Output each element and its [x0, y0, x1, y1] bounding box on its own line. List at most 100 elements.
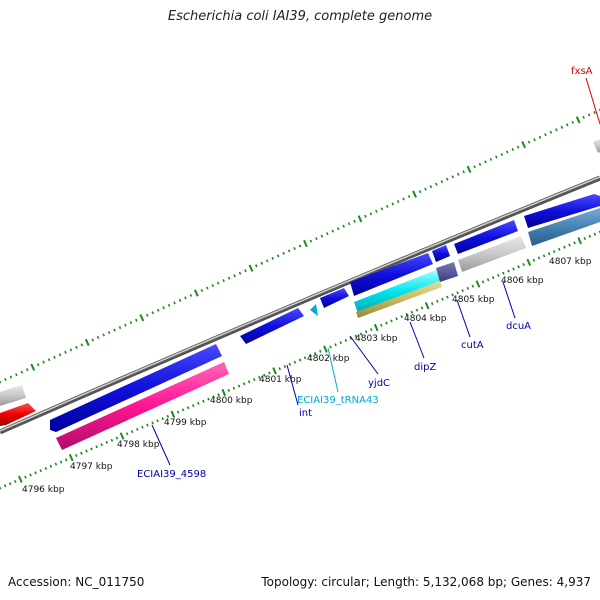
- accession-label: Accession: NC_011750: [8, 575, 145, 589]
- minor-tick: [329, 345, 332, 349]
- minor-tick: [29, 473, 32, 477]
- gene-label-eciai39-4598[interactable]: ECIAI39_4598: [137, 469, 206, 480]
- major-tick: [357, 215, 363, 223]
- minor-tick: [445, 177, 449, 181]
- minor-tick: [156, 419, 159, 423]
- minor-tick: [309, 239, 313, 243]
- gene-blue-cuta: [454, 220, 518, 254]
- minor-tick: [364, 214, 367, 218]
- minor-tick: [95, 445, 98, 449]
- scale-label: 4807 kbp: [549, 257, 592, 267]
- minor-tick: [573, 241, 576, 245]
- minor-tick: [197, 401, 200, 405]
- minor-tick: [53, 355, 56, 359]
- minor-tick: [527, 140, 531, 144]
- gene-blue-int: [240, 308, 304, 344]
- minor-tick: [75, 345, 78, 349]
- gene-trna-marker: [310, 304, 318, 316]
- gene-label-cuta[interactable]: cutA: [461, 340, 484, 351]
- minor-tick: [522, 262, 525, 267]
- minor-tick: [42, 360, 45, 364]
- minor-tick: [336, 227, 340, 231]
- minor-tick: [191, 404, 195, 408]
- minor-tick: [151, 421, 154, 425]
- minor-tick: [80, 451, 83, 455]
- minor-tick: [436, 299, 439, 303]
- major-tick: [526, 258, 532, 267]
- minor-tick: [212, 395, 215, 399]
- minor-tick: [505, 150, 509, 154]
- minor-tick: [544, 133, 547, 137]
- minor-tick: [135, 318, 138, 322]
- scale-label: 4798 kbp: [117, 440, 160, 450]
- minor-tick: [347, 222, 351, 226]
- minor-tick: [39, 469, 42, 473]
- minor-tick: [75, 453, 78, 458]
- minor-tick: [502, 271, 505, 275]
- minor-tick: [339, 341, 342, 345]
- minor-tick: [402, 197, 405, 201]
- minor-tick: [293, 246, 296, 251]
- gene-label-dipz[interactable]: dipZ: [414, 362, 436, 373]
- minor-tick: [205, 286, 209, 290]
- minor-tick: [107, 331, 111, 335]
- minor-tick: [466, 286, 470, 290]
- minor-tick: [8, 482, 12, 486]
- minor-tick: [146, 423, 149, 427]
- gene-label-dcua[interactable]: dcuA: [506, 321, 531, 332]
- major-tick: [424, 302, 430, 310]
- minor-tick: [456, 291, 459, 295]
- minor-tick: [568, 243, 571, 247]
- minor-tick: [24, 475, 27, 479]
- minor-tick: [141, 425, 144, 429]
- minor-tick: [491, 276, 495, 280]
- minor-tick: [435, 182, 438, 186]
- minor-tick: [20, 370, 24, 374]
- minor-tick: [145, 313, 149, 317]
- minor-tick: [410, 310, 414, 314]
- minor-tick: [446, 295, 449, 299]
- minor-tick: [549, 130, 553, 134]
- minor-tick: [136, 427, 139, 431]
- minor-tick: [497, 273, 500, 277]
- minor-tick: [85, 449, 88, 453]
- minor-tick: [9, 375, 13, 379]
- major-tick: [575, 116, 581, 124]
- minor-tick: [516, 145, 520, 149]
- major-tick: [521, 140, 527, 149]
- minor-tick: [369, 212, 373, 216]
- gene-label-trna43[interactable]: ECIAI39_tRNA43: [297, 395, 379, 406]
- minor-tick: [115, 436, 119, 440]
- minor-tick: [69, 348, 73, 352]
- inner-tick-ring: [0, 230, 600, 490]
- minor-tick: [200, 288, 204, 293]
- leader-eciai39-4598: [151, 424, 171, 466]
- minor-tick: [391, 202, 395, 206]
- minor-tick: [59, 460, 63, 464]
- gene-label-int[interactable]: int: [299, 408, 312, 419]
- minor-tick: [189, 293, 193, 297]
- minor-tick: [451, 175, 455, 179]
- minor-tick: [489, 157, 493, 161]
- gene-grey-left-upper: [0, 385, 26, 406]
- minor-tick: [242, 382, 246, 386]
- gene-khaki: [356, 281, 442, 318]
- minor-tick: [0, 486, 2, 490]
- gene-blue-small-1: [432, 245, 450, 262]
- minor-tick: [415, 308, 419, 312]
- minor-tick: [211, 284, 215, 288]
- minor-tick: [176, 410, 180, 414]
- minor-tick: [354, 334, 358, 338]
- minor-tick: [430, 302, 434, 306]
- minor-tick: [151, 311, 155, 315]
- minor-tick: [441, 297, 444, 301]
- minor-tick: [538, 135, 542, 139]
- minor-tick: [217, 393, 220, 397]
- minor-tick: [342, 224, 345, 228]
- scale-label: 4802 kbp: [307, 354, 350, 364]
- minor-tick: [244, 269, 247, 273]
- major-tick: [193, 289, 199, 297]
- gene-label-yjdc[interactable]: yjdC: [368, 378, 390, 389]
- major-tick: [18, 475, 23, 483]
- gene-label-fxsa[interactable]: fxsA: [571, 66, 593, 77]
